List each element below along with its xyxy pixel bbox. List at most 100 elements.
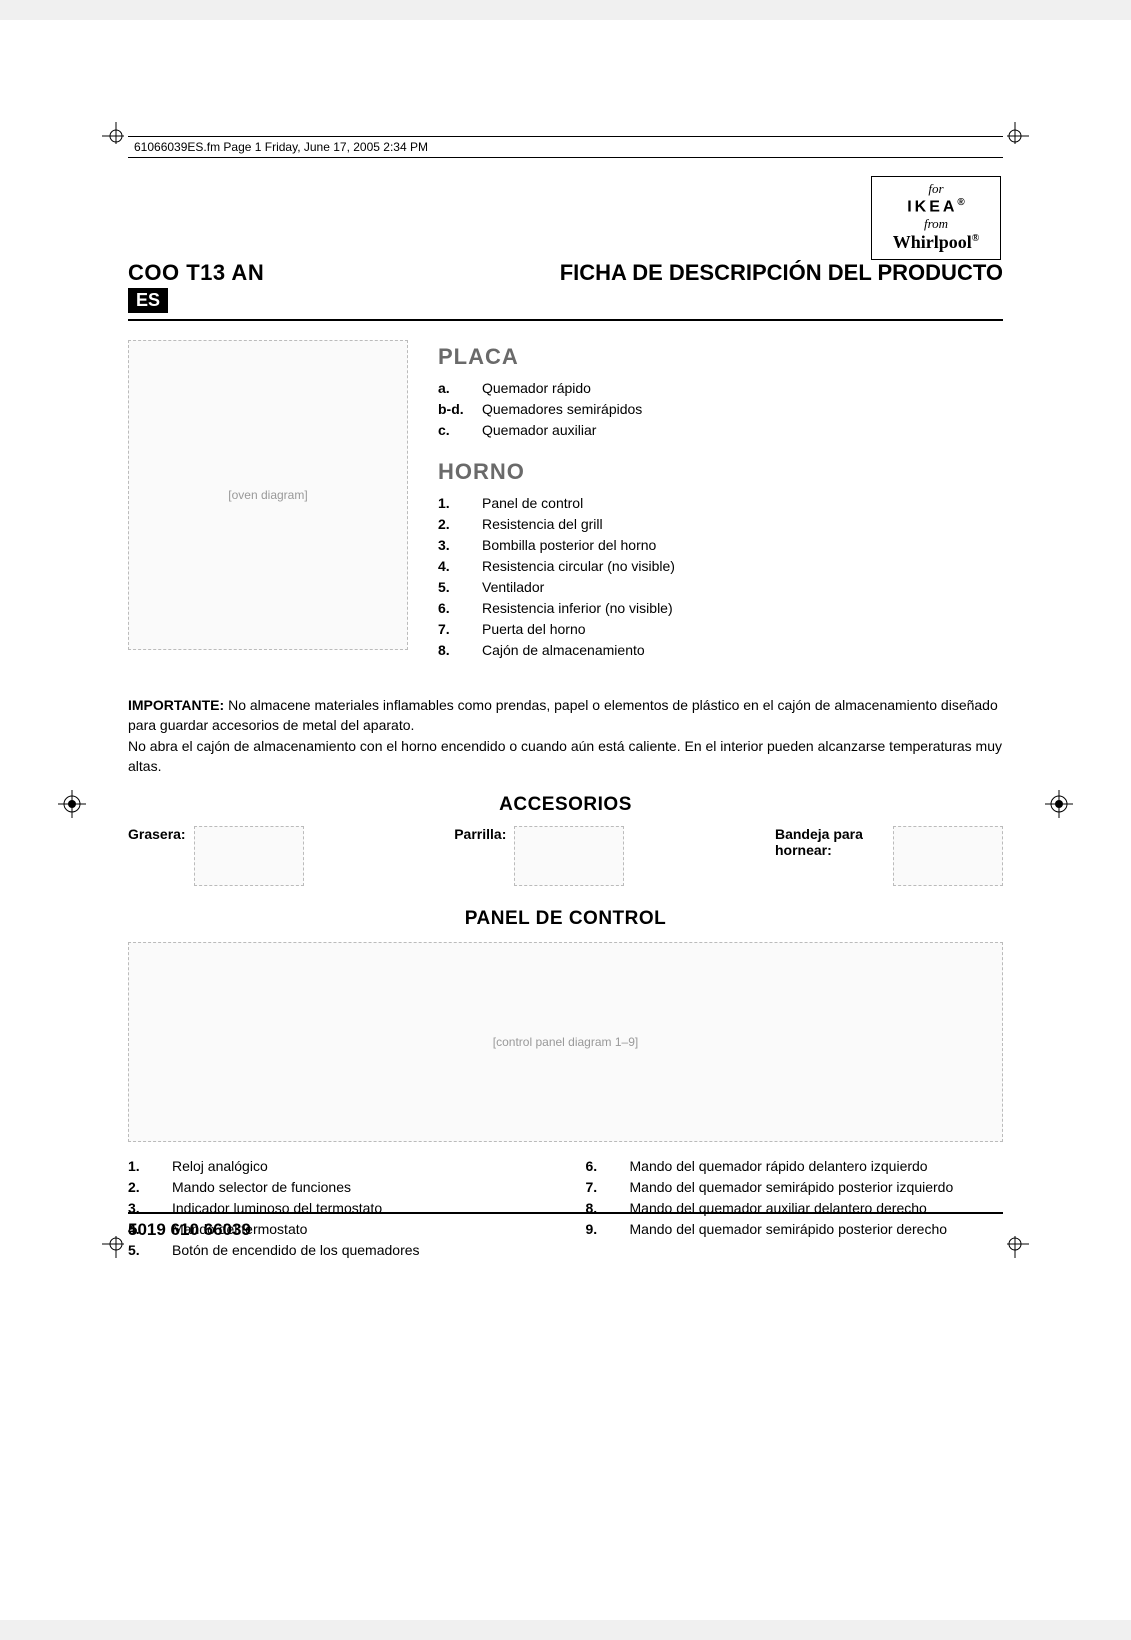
model-block: COO T13 AN ES <box>128 260 264 313</box>
list-value: Mando del quemador semirápido posterior … <box>630 1177 1004 1198</box>
logo-for: for <box>878 181 994 197</box>
crop-mark-tl <box>102 122 124 144</box>
list-value: Reloj analógico <box>172 1156 546 1177</box>
oven-diagram: [oven diagram] <box>128 340 408 650</box>
section-title-accesorios: ACCESORIOS <box>128 794 1003 816</box>
registration-mark-left <box>58 790 86 818</box>
reg-mark-icon: ® <box>957 197 964 208</box>
list-key: a. <box>438 378 472 399</box>
list-item: 1. Reloj analógico <box>128 1156 546 1177</box>
crop-mark-br <box>1007 1236 1029 1258</box>
logo-whirlpool-text: Whirlpool <box>893 232 972 252</box>
panel-legend-left: 1. Reloj analógico 2. Mando selector de fun… <box>128 1156 546 1261</box>
accessory-image <box>893 826 1003 886</box>
list-value: Cajón de almacenamiento <box>482 640 1003 661</box>
list-key: b-d. <box>438 399 472 420</box>
list-key: c. <box>438 420 472 441</box>
list-key: 2. <box>438 514 472 535</box>
important-body2: No abra el cajón de almacenamiento con e… <box>128 738 1002 774</box>
accessory-image <box>194 826 304 886</box>
list-value: Quemador auxiliar <box>482 420 1003 441</box>
list-value: Ventilador <box>482 577 1003 598</box>
language-badge: ES <box>128 288 168 313</box>
logo-ikea-text: IKEA <box>907 198 957 215</box>
panel-legend-right: 6. Mando del quemador rápido delantero iz… <box>586 1156 1004 1261</box>
accessory-label: Grasera: <box>128 826 186 842</box>
document-title: FICHA DE DESCRIPCIÓN DEL PRODUCTO <box>264 260 1003 286</box>
list-key: 8. <box>438 640 472 661</box>
header-row: COO T13 AN ES FICHA DE DESCRIPCIÓN DEL P… <box>128 260 1003 321</box>
list-value: Puerta del horno <box>482 619 1003 640</box>
list-key: 6. <box>438 598 472 619</box>
list-value: Botón de encendido de los quemadores <box>172 1240 546 1261</box>
list-item: 7. Mando del quemador semirápido posterio… <box>586 1177 1004 1198</box>
registration-mark-right <box>1045 790 1073 818</box>
list-key: 5. <box>128 1240 162 1261</box>
list-value: Panel de control <box>482 493 1003 514</box>
brand-logo-box: for IKEA® from Whirlpool® <box>871 176 1001 260</box>
list-value: Quemador rápido <box>482 378 1003 399</box>
important-lead: IMPORTANTE: <box>128 697 224 713</box>
top-grid: [oven diagram] PLACA a.Quemador rápidob-… <box>128 340 1003 679</box>
accessory-item: Grasera: <box>128 826 304 886</box>
accessory-label: Bandeja para hornear: <box>775 826 885 858</box>
section-title-horno: HORNO <box>438 459 1003 485</box>
list-key: 5. <box>438 577 472 598</box>
list-item: a. Quemador rápido <box>438 378 1003 399</box>
page: 61066039ES.fm Page 1 Friday, June 17, 20… <box>0 20 1131 1620</box>
panel-legend: 1. Reloj analógico 2. Mando selector de fun… <box>128 1156 1003 1261</box>
list-item: b-d. Quemadores semirápidos <box>438 399 1003 420</box>
list-item: 4.Resistencia circular (no visible) <box>438 556 1003 577</box>
horno-list: 1. Panel de control 2. Resistencia del gril… <box>438 493 1003 661</box>
list-key: 1. <box>128 1156 162 1177</box>
list-item: 3. Bombilla posterior del horno <box>438 535 1003 556</box>
list-item: 5. Botón de encendido de los quemadores <box>128 1240 546 1261</box>
placa-list: a. Quemador rápido b-d. Quemadores semirápi… <box>438 378 1003 441</box>
list-value: Mando del quemador rápido delantero izqu… <box>630 1156 1004 1177</box>
logo-from: from <box>878 216 994 232</box>
list-item: 8. Cajón de almacenamiento <box>438 640 1003 661</box>
accessory-item: Parrilla: <box>454 826 624 886</box>
list-key: 1. <box>438 493 472 514</box>
list-key: 3. <box>438 535 472 556</box>
content-area: [oven diagram] PLACA a.Quemador rápidob-… <box>128 340 1003 1261</box>
list-item: 2. Resistencia del grill <box>438 514 1003 535</box>
list-value: Mando selector de funciones <box>172 1177 546 1198</box>
section-title-panel: PANEL DE CONTROL <box>128 908 1003 930</box>
file-info-bar: 61066039ES.fm Page 1 Friday, June 17, 20… <box>128 136 1003 158</box>
list-value: Resistencia del grill <box>482 514 1003 535</box>
list-value: Bombilla posterior del horno <box>482 535 1003 556</box>
logo-whirlpool: Whirlpool® <box>878 232 994 253</box>
list-key: 7. <box>438 619 472 640</box>
crop-mark-bl <box>102 1236 124 1258</box>
list-key: 7. <box>586 1177 620 1198</box>
list-item: 6. Resistencia inferior (no visible) <box>438 598 1003 619</box>
accessory-label: Parrilla: <box>454 826 506 842</box>
section-title-placa: PLACA <box>438 344 1003 370</box>
list-value: Resistencia inferior (no visible) <box>482 598 1003 619</box>
list-key: 6. <box>586 1156 620 1177</box>
important-note: IMPORTANTE: No almacene materiales infla… <box>128 695 1003 776</box>
crop-mark-tr <box>1007 122 1029 144</box>
logo-ikea: IKEA® <box>878 197 994 216</box>
list-value: Resistencia circular (no visible) <box>482 556 1003 577</box>
figure-column: [oven diagram] <box>128 340 408 679</box>
model-code: COO T13 AN <box>128 260 264 286</box>
accessory-image <box>514 826 624 886</box>
accessories-row: Grasera: Parrilla: Bandeja para hornear: <box>128 826 1003 886</box>
text-column: PLACA a. Quemador rápido b-d. Quemadores se… <box>438 340 1003 679</box>
control-panel-diagram: [control panel diagram 1–9] <box>128 942 1003 1142</box>
file-info-text: 61066039ES.fm Page 1 Friday, June 17, 20… <box>134 140 428 154</box>
footer-partnumber: 5019 610 66039 <box>128 1212 1003 1240</box>
list-item: 1. Panel de control <box>438 493 1003 514</box>
accessory-item: Bandeja para hornear: <box>775 826 1003 886</box>
list-item: c. Quemador auxiliar <box>438 420 1003 441</box>
list-item: 2. Mando selector de funciones <box>128 1177 546 1198</box>
list-key: 2. <box>128 1177 162 1198</box>
list-item: 7. Puerta del horno <box>438 619 1003 640</box>
list-item: 6. Mando del quemador rápido delantero iz… <box>586 1156 1004 1177</box>
list-value: Quemadores semirápidos <box>482 399 1003 420</box>
important-body1: No almacene materiales inflamables como … <box>128 697 998 733</box>
list-item: 5. Ventilador <box>438 577 1003 598</box>
reg-mark-icon-2: ® <box>972 233 979 244</box>
